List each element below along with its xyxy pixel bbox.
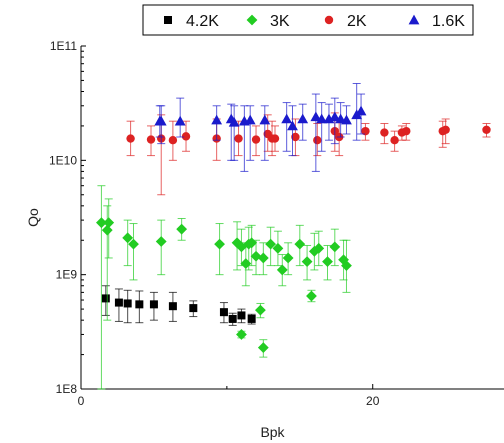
data-point	[361, 126, 370, 136]
data-point	[101, 224, 113, 236]
data-point	[149, 300, 158, 309]
legend-marker	[164, 16, 172, 24]
data-point	[123, 299, 132, 308]
data-point	[211, 114, 223, 125]
data-point	[294, 238, 306, 250]
data-point	[251, 135, 261, 144]
series-3K	[96, 185, 352, 390]
data-point	[482, 125, 491, 134]
y-axis-label: Qo	[25, 208, 41, 227]
data-point	[310, 111, 322, 122]
data-point	[281, 113, 293, 124]
data-point	[301, 256, 313, 268]
data-point	[441, 125, 450, 134]
data-point	[214, 238, 225, 250]
data-point	[126, 134, 135, 143]
series-1-6K	[154, 82, 367, 172]
legend-marker	[324, 15, 334, 25]
data-point	[313, 242, 325, 254]
data-point	[176, 223, 188, 235]
data-point	[259, 114, 271, 125]
y-tick-label: 1E10	[49, 153, 77, 167]
data-point	[297, 113, 309, 124]
y-tick-label: 1E9	[56, 268, 78, 282]
data-point	[114, 298, 123, 307]
data-point	[96, 217, 107, 229]
data-point	[291, 132, 300, 142]
data-point	[250, 250, 262, 262]
data-point	[287, 120, 298, 131]
data-point	[282, 252, 294, 264]
data-point	[228, 116, 240, 127]
data-point	[306, 290, 317, 302]
legend-label: 1.6K	[432, 13, 465, 30]
data-point	[122, 232, 134, 244]
data-point	[168, 302, 177, 311]
data-point	[341, 260, 352, 272]
data-point	[316, 113, 328, 124]
data-point	[168, 136, 178, 145]
series-4-2K	[101, 285, 256, 326]
data-point	[270, 134, 280, 143]
legend-label: 3K	[270, 13, 290, 30]
data-point	[236, 241, 247, 253]
data-point	[189, 304, 198, 313]
x-tick-label: 0	[78, 394, 85, 408]
data-point	[228, 314, 237, 323]
data-point	[135, 300, 144, 309]
data-point	[257, 252, 269, 264]
data-point	[236, 329, 247, 340]
data-point	[380, 128, 389, 137]
data-point	[155, 115, 167, 126]
data-point	[257, 342, 269, 354]
data-point	[234, 134, 243, 143]
legend: 4.2K 3K 2K 1.6K	[142, 4, 474, 36]
x-tick-label: 20	[366, 394, 380, 408]
data-point	[103, 217, 115, 229]
data-point	[402, 126, 411, 136]
data-point	[244, 114, 256, 125]
data-point	[313, 136, 322, 145]
data-point	[174, 115, 186, 126]
legend-label: 2K	[347, 13, 367, 30]
y-tick-label: 1E11	[50, 39, 77, 53]
legend-box	[142, 4, 474, 36]
data-point	[128, 238, 139, 250]
data-point	[181, 132, 191, 141]
data-point	[265, 238, 277, 250]
data-point	[247, 314, 256, 323]
y-tick-label: 1E8	[56, 382, 78, 396]
axes: 1E8 1E9 1E10 1E11 0 20 Bpk Qo	[25, 39, 504, 440]
data-point	[240, 258, 252, 269]
data-point	[219, 308, 228, 317]
data-point	[322, 256, 333, 268]
data-point	[272, 242, 284, 254]
legend-marker	[408, 14, 420, 25]
data-point	[390, 136, 399, 145]
data-point	[246, 237, 258, 249]
data-point	[329, 241, 341, 253]
legend-label: 4.2K	[186, 13, 219, 30]
data-point	[237, 311, 246, 320]
data-point	[329, 111, 341, 122]
data-point	[341, 114, 352, 125]
data-point	[276, 264, 288, 276]
data-point	[255, 304, 266, 316]
legend-marker	[246, 14, 258, 26]
chart-marks	[96, 82, 491, 390]
x-axis-label: Bpk	[260, 424, 285, 440]
data-point	[101, 294, 110, 303]
data-point	[146, 135, 156, 144]
data-point	[355, 105, 367, 116]
data-point	[155, 236, 167, 247]
